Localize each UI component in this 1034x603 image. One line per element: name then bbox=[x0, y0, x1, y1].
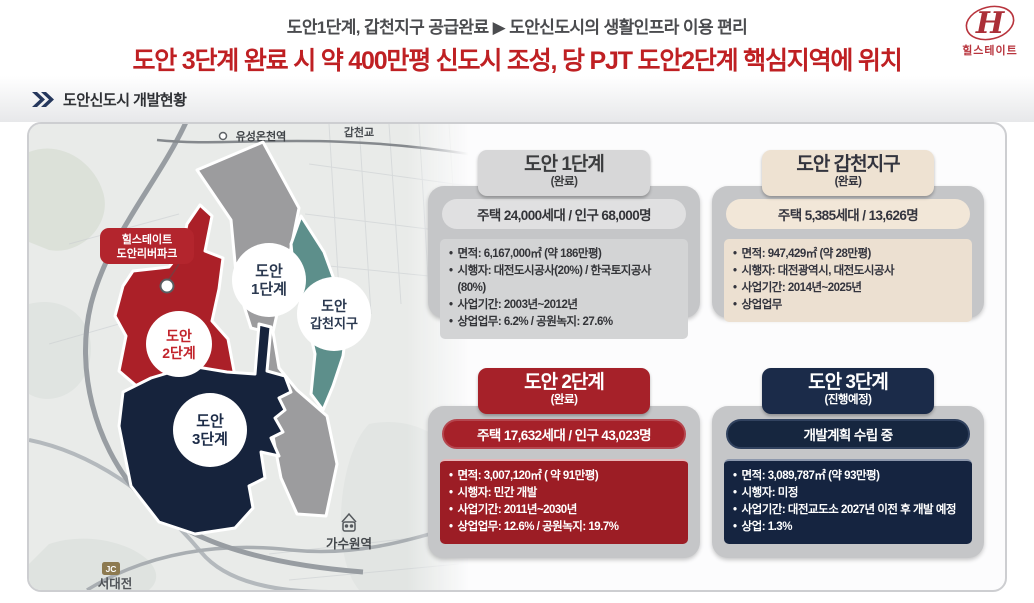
station-top-label: 유성온천역 bbox=[236, 129, 287, 143]
region-label-gapcheon: 도안 갑천지구 bbox=[297, 277, 371, 351]
map-park-area bbox=[29, 148, 105, 251]
detail-item: • 상업업무: 6.2% / 공원녹지: 27.6% bbox=[449, 316, 613, 328]
detail-item: • 사업기간: 2011년~2030년 bbox=[449, 504, 577, 516]
section-title: 도안신도시 개발현황 bbox=[63, 91, 187, 109]
svg-text:JC: JC bbox=[106, 564, 117, 574]
card-status: (완료) bbox=[550, 176, 578, 188]
card-title: 도안 갑천지구 bbox=[796, 154, 900, 175]
card-stage2-summary: 주택 17,632세대 / 인구 43,023명 bbox=[442, 419, 686, 449]
card-status: (진행예정) bbox=[824, 394, 872, 406]
development-status-panel: 유성온천역 갑천교 힐스테이트 도안리버파크 도안 1단계 도안 갑천지구 bbox=[27, 122, 1007, 592]
detail-item: • 면적: 3,089,787㎡ (약 93만평) bbox=[733, 470, 880, 482]
card-stage3-summary: 개발계획 수립 중 bbox=[726, 419, 970, 449]
jc-badge bbox=[102, 562, 120, 575]
svg-text:2단계: 2단계 bbox=[162, 345, 196, 361]
project-callout bbox=[100, 228, 194, 264]
detail-item: • 시행자: 대전도시공사(20%) / 한국토지공사(80%) bbox=[449, 265, 652, 294]
region-label-stage3: 도안 3단계 bbox=[173, 393, 247, 467]
detail-item: • 면적: 3,007,120㎡ ( 약 91만평) bbox=[449, 470, 599, 482]
svg-text:도안: 도안 bbox=[166, 328, 192, 344]
bridge-top-label: 갑천교 bbox=[344, 125, 374, 139]
junction-label: JC 서대전 bbox=[98, 562, 133, 590]
header: 도안1단계, 갑천지구 공급완료 ▶ 도안신도시의 생활인프라 이용 편리 도안… bbox=[0, 0, 1034, 76]
card-stage2-tab: 도안 2단계 (완료) bbox=[478, 368, 650, 414]
card-status: (완료) bbox=[834, 176, 862, 188]
detail-item: • 시행자: 미정 bbox=[733, 487, 798, 499]
detail-item: • 사업기간: 2003년~2012년 bbox=[449, 299, 578, 311]
logo-name: 힐스테이트 bbox=[962, 45, 1018, 57]
svg-text:도안: 도안 bbox=[255, 262, 283, 280]
detail-item: • 시행자: 민간 개발 bbox=[449, 487, 537, 499]
detail-item: • 시행자: 대전광역시, 대전도시공사 bbox=[733, 265, 895, 277]
project-location-marker bbox=[159, 278, 175, 294]
map-main-road bbox=[83, 124, 364, 575]
svg-text:갑천지구: 갑천지구 bbox=[310, 316, 358, 331]
card-gapcheon-body: 주택 5,385세대 / 13,626명 • 면적: 947,429㎡ (약 28… bbox=[712, 186, 984, 322]
train-station-icon bbox=[341, 512, 357, 532]
card-title: 도안 2단계 bbox=[524, 372, 605, 393]
card-stage1-details: • 면적: 6,167,000㎡ (약 186만평) • 시행자: 대전도시공사(2… bbox=[440, 239, 688, 339]
detail-item: • 면적: 947,429㎡ (약 28만평) bbox=[733, 248, 871, 260]
svg-text:1단계: 1단계 bbox=[251, 281, 287, 298]
card-stage3-tab: 도안 3단계 (진행예정) bbox=[762, 368, 934, 414]
detail-item: • 상업: 1.3% bbox=[733, 521, 792, 533]
svg-text:3단계: 3단계 bbox=[192, 431, 228, 448]
station-bottom-label: 가수원역 bbox=[326, 536, 372, 551]
detail-item: • 사업기간: 2014년~2025년 bbox=[733, 282, 862, 294]
section-band: 도안신도시 개발현황 bbox=[0, 76, 1034, 122]
svg-text:H: H bbox=[975, 6, 1006, 41]
card-stage2-body: 주택 17,632세대 / 인구 43,023명 • 면적: 3,007,120㎡… bbox=[428, 406, 700, 558]
page-title: 도안 3단계 완료 시 약 400만평 신도시 조성, 당 PJT 도안2단계 … bbox=[132, 47, 902, 75]
station-marker bbox=[218, 131, 228, 141]
svg-text:도안: 도안 bbox=[321, 298, 347, 314]
jc-name-label: 서대전 bbox=[98, 576, 133, 590]
map-rail-line bbox=[156, 138, 469, 156]
card-gapcheon-tab: 도안 갑천지구 (완료) bbox=[762, 150, 934, 196]
hillstate-logo: H 힐스테이트 bbox=[954, 2, 1026, 58]
card-gapcheon-summary: 주택 5,385세대 / 13,626명 bbox=[726, 199, 970, 229]
card-status: (완료) bbox=[550, 394, 578, 406]
header-subtitle: 도안1단계, 갑천지구 공급완료 ▶ 도안신도시의 생활인프라 이용 편리 bbox=[286, 18, 748, 37]
detail-item: • 상업업무 bbox=[733, 299, 782, 311]
region-label-stage2: 도안 2단계 bbox=[146, 311, 212, 377]
card-stage1-tab: 도안 1단계 (완료) bbox=[478, 150, 650, 196]
development-map: 유성온천역 갑천교 힐스테이트 도안리버파크 도안 1단계 도안 갑천지구 bbox=[29, 124, 469, 590]
detail-item: • 면적: 6,167,000㎡ (약 186만평) bbox=[449, 248, 602, 260]
card-stage2-details: • 면적: 3,007,120㎡ ( 약 91만평) • 시행자: 민간 개발 • 사… bbox=[440, 459, 688, 544]
card-stage1-summary: 주택 24,000세대 / 인구 68,000명 bbox=[442, 199, 686, 229]
map-terrain bbox=[29, 302, 91, 399]
hillstate-monogram-icon: H bbox=[965, 5, 1015, 41]
region-label-stage1: 도안 1단계 bbox=[232, 243, 306, 317]
station-bottom: 가수원역 bbox=[326, 512, 372, 551]
double-chevron-icon bbox=[32, 91, 54, 107]
callout-line1: 힐스테이트 bbox=[122, 232, 173, 246]
card-stage1-body: 주택 24,000세대 / 인구 68,000명 • 면적: 6,167,000㎡… bbox=[428, 186, 700, 339]
section-label: 도안신도시 개발현황 bbox=[31, 89, 187, 110]
card-gapcheon-details: • 면적: 947,429㎡ (약 28만평) • 시행자: 대전광역시, 대전도시… bbox=[724, 239, 972, 322]
card-title: 도안 3단계 bbox=[808, 372, 889, 393]
callout-line2: 도안리버파크 bbox=[117, 246, 178, 260]
map-terrain bbox=[29, 538, 157, 590]
card-stage3-body: 개발계획 수립 중 • 면적: 3,089,787㎡ (약 93만평) • 시행자:… bbox=[712, 406, 984, 558]
card-title: 도안 1단계 bbox=[524, 154, 605, 175]
card-stage3-details: • 면적: 3,089,787㎡ (약 93만평) • 시행자: 미정 • 사업기간:… bbox=[724, 459, 972, 544]
detail-item: • 상업업무: 12.6% / 공원녹지: 19.7% bbox=[449, 521, 619, 533]
detail-item: • 사업기간: 대전교도소 2027년 이전 후 개발 예정 bbox=[733, 504, 956, 516]
map-road bbox=[86, 520, 469, 590]
svg-text:도안: 도안 bbox=[196, 412, 224, 430]
